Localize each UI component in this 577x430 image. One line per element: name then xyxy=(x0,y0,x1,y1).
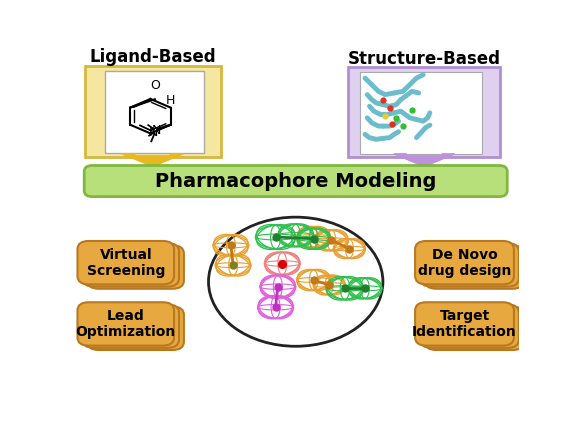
Polygon shape xyxy=(122,154,183,166)
Text: N: N xyxy=(152,124,161,137)
FancyBboxPatch shape xyxy=(415,241,514,284)
FancyBboxPatch shape xyxy=(420,304,519,348)
FancyBboxPatch shape xyxy=(87,307,184,350)
Text: Pharmacophore Modeling: Pharmacophore Modeling xyxy=(155,172,436,190)
Text: N: N xyxy=(149,126,158,138)
FancyBboxPatch shape xyxy=(415,302,514,346)
FancyBboxPatch shape xyxy=(420,243,519,286)
FancyBboxPatch shape xyxy=(425,246,524,289)
FancyBboxPatch shape xyxy=(105,71,204,153)
Text: Target
Identification: Target Identification xyxy=(412,309,517,339)
FancyBboxPatch shape xyxy=(425,307,524,350)
Text: Lead
Optimization: Lead Optimization xyxy=(76,309,176,339)
Text: N: N xyxy=(145,114,153,124)
Text: De Novo
drug design: De Novo drug design xyxy=(418,248,511,278)
Text: N: N xyxy=(139,113,147,123)
Polygon shape xyxy=(394,154,455,166)
FancyBboxPatch shape xyxy=(349,68,500,157)
FancyBboxPatch shape xyxy=(83,243,179,286)
Text: O: O xyxy=(151,79,160,92)
Text: Structure-Based: Structure-Based xyxy=(348,50,501,68)
FancyBboxPatch shape xyxy=(77,302,174,346)
Text: Ligand-Based: Ligand-Based xyxy=(89,48,216,66)
FancyBboxPatch shape xyxy=(83,304,179,348)
FancyBboxPatch shape xyxy=(85,66,220,157)
FancyBboxPatch shape xyxy=(360,72,482,154)
Circle shape xyxy=(208,217,383,346)
Text: H: H xyxy=(166,95,175,108)
FancyBboxPatch shape xyxy=(87,246,184,289)
FancyBboxPatch shape xyxy=(84,166,507,197)
FancyBboxPatch shape xyxy=(77,241,174,284)
Text: Virtual
Screening: Virtual Screening xyxy=(87,248,165,278)
Text: N: N xyxy=(129,119,137,129)
